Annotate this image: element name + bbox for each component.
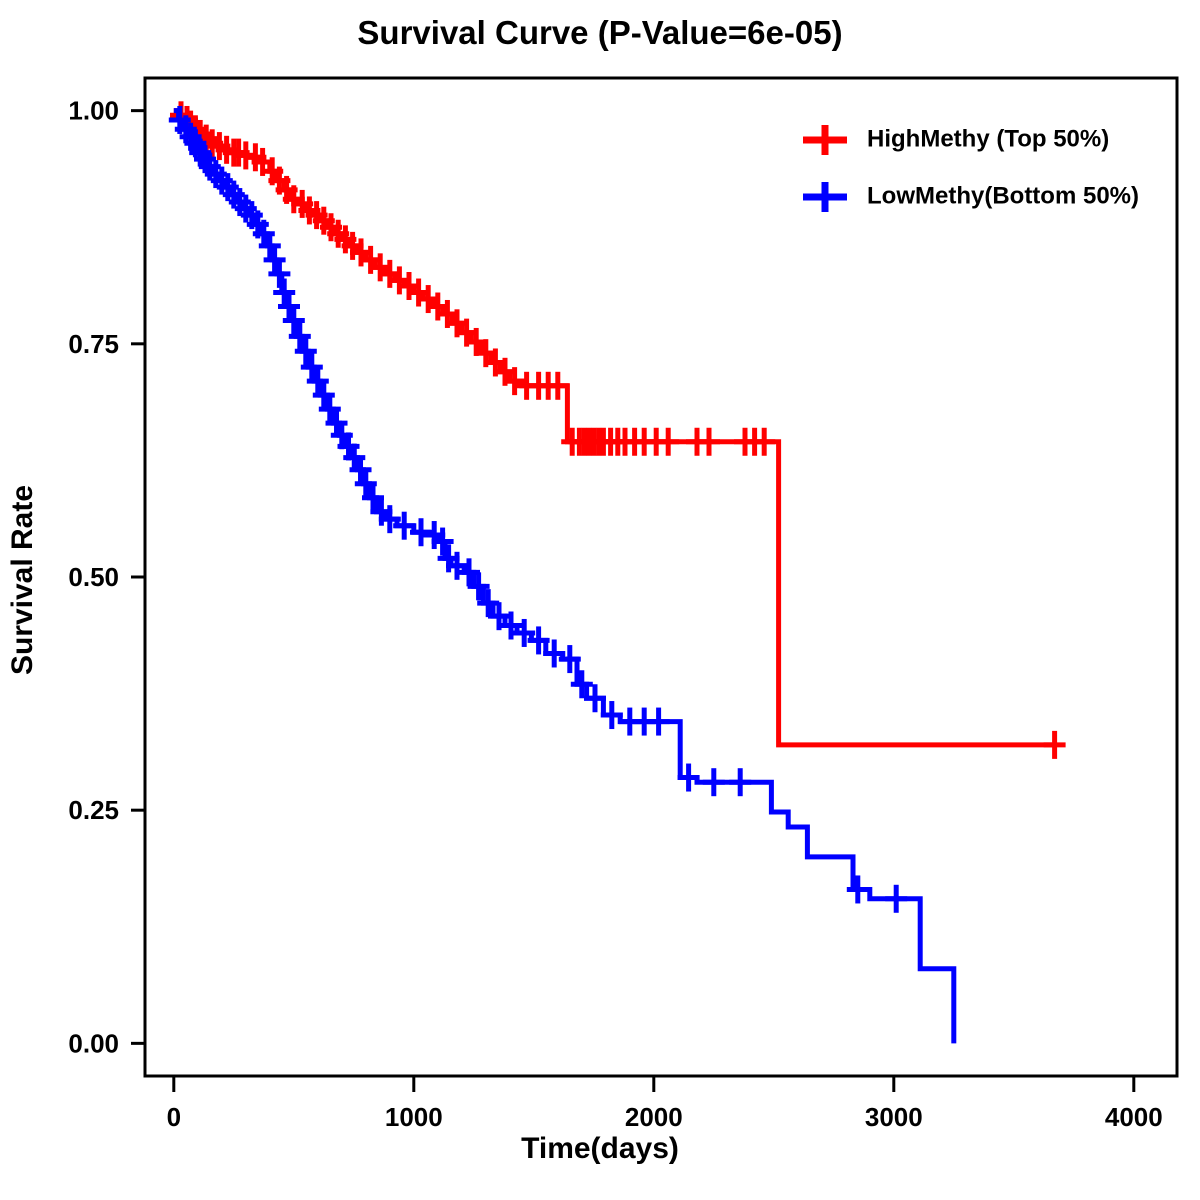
page-title: Survival Curve (P-Value=6e-05) [357,14,843,51]
y-tick-label: 1.00 [68,96,119,126]
x-axis-label: Time(days) [521,1132,679,1165]
series-2 [168,105,957,1044]
y-tick-label: 0.75 [68,329,119,359]
legend-item-2[interactable]: LowMethy(Bottom 50%) [803,182,1139,212]
x-tick-label: 0 [167,1102,181,1132]
legend-label: LowMethy(Bottom 50%) [867,182,1139,209]
legend-label: HighMethy (Top 50%) [867,125,1109,152]
survival-step-line [173,108,957,1044]
chart-legend: HighMethy (Top 50%) LowMethy(Bottom 50%) [803,125,1139,212]
legend-item-1[interactable]: HighMethy (Top 50%) [803,125,1109,155]
y-tick-label: 0.25 [68,795,119,825]
x-axis-ticks: 0 1000 2000 3000 4000 [167,1076,1163,1132]
plot-frame [143,76,1179,1078]
data-series-layer [168,101,1066,1044]
x-tick-label: 4000 [1105,1102,1163,1132]
series-1 [170,101,1066,759]
y-tick-label: 0.00 [68,1028,119,1058]
x-tick-label: 3000 [865,1102,923,1132]
x-tick-label: 2000 [625,1102,683,1132]
y-axis-ticks: 0.00 0.25 0.50 0.75 1.00 [68,96,145,1058]
x-tick-label: 1000 [385,1102,443,1132]
y-tick-label: 0.50 [68,562,119,592]
